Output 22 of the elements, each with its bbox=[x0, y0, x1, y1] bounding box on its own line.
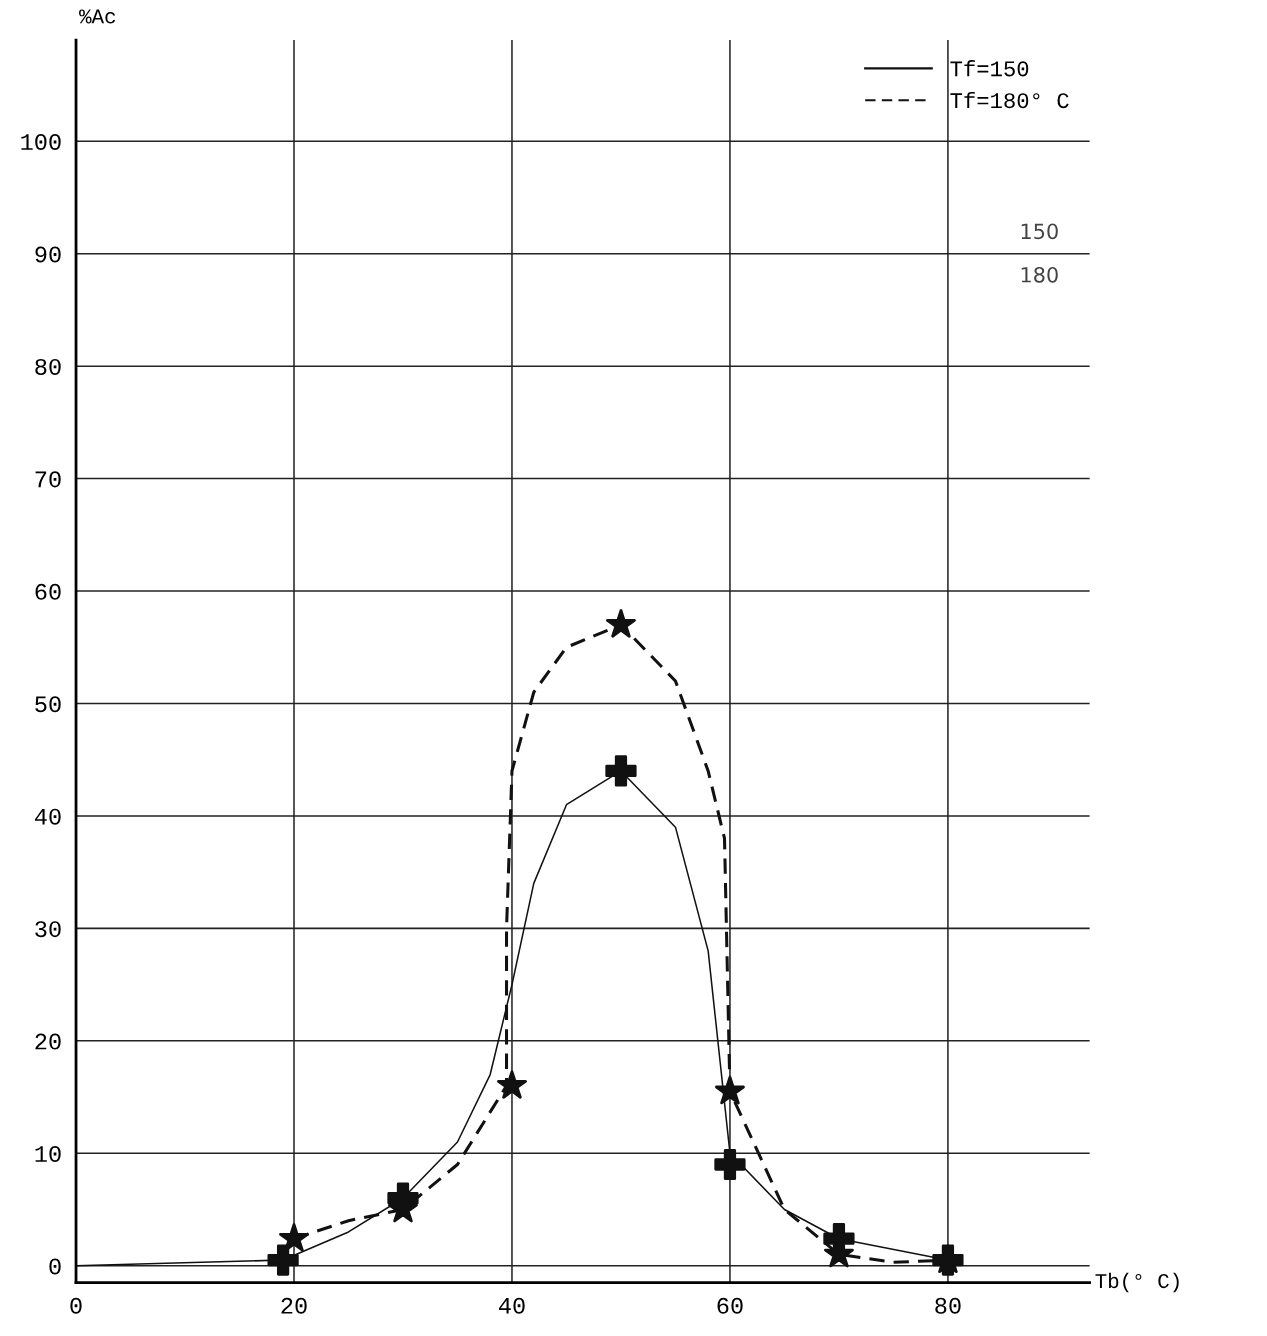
x-axis-title: Tb(° C) bbox=[1095, 1272, 1179, 1293]
y-tick-label: 30 bbox=[35, 921, 61, 938]
y-tick-label: 60 bbox=[35, 583, 61, 600]
x-tick-label: 20 bbox=[281, 1297, 307, 1314]
y-tick-label: 100 bbox=[21, 134, 61, 151]
y-tick-label: 70 bbox=[35, 471, 61, 488]
y-tick-label: 90 bbox=[35, 246, 61, 263]
annotation: 150 bbox=[1021, 223, 1058, 240]
y-tick-label: 40 bbox=[34, 808, 61, 825]
y-tick-label: 20 bbox=[35, 1033, 61, 1050]
annotation: 180 bbox=[1021, 266, 1058, 283]
y-tick-label: 50 bbox=[35, 696, 61, 713]
x-tick-label: 60 bbox=[717, 1297, 743, 1314]
y-tick-label: 10 bbox=[35, 1146, 61, 1163]
legend-label: Tf=150 bbox=[950, 60, 1029, 77]
y-axis-title: %Ac bbox=[79, 9, 116, 24]
y-tick-label: 0 bbox=[49, 1258, 61, 1275]
x-tick-label: 40 bbox=[498, 1297, 525, 1314]
x-tick-label: 0 bbox=[70, 1297, 82, 1314]
x-tick-label: 80 bbox=[935, 1297, 961, 1314]
legend-label: Tf=180° C bbox=[950, 91, 1069, 109]
y-tick-label: 80 bbox=[35, 358, 61, 375]
